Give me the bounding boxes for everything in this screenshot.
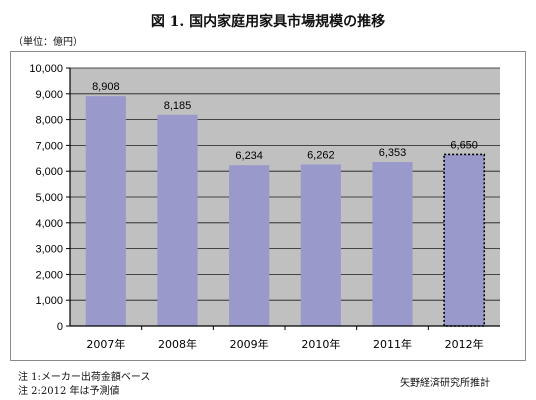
y-tick-label: 1,000 — [35, 295, 63, 307]
bar — [157, 114, 198, 327]
x-tick-label: 2012年 — [445, 337, 484, 351]
data-label: 8,908 — [92, 81, 120, 93]
y-tick-label: 5,000 — [35, 192, 63, 204]
data-labels: 8,908 8,185 6,234 6,262 6,353 6,650 — [92, 81, 478, 162]
y-tick-label: 4,000 — [35, 218, 63, 230]
y-tick-label: 8,000 — [35, 115, 63, 127]
y-tick-label: 0 — [57, 321, 63, 333]
x-axis-ticks: 2007年 2008年 2009年 2010年 2011年 2012年 — [86, 326, 484, 351]
x-tick-label: 2010年 — [301, 337, 340, 351]
y-tick-label: 7,000 — [35, 140, 63, 152]
bars — [85, 96, 486, 327]
y-axis-ticks: 0 1,000 2,000 3,000 4,000 5,000 6,000 7,000 8,00… — [29, 63, 70, 333]
note-1: 注 1:メーカー出荷金額ベース — [18, 372, 151, 383]
data-label: 6,262 — [307, 149, 335, 161]
y-tick-label: 2,000 — [35, 269, 63, 281]
y-tick-label: 10,000 — [29, 63, 63, 75]
bar — [300, 164, 341, 326]
chart-title: 図 1. 国内家庭用家具市場規模の推移 — [150, 14, 386, 30]
y-tick-label: 6,000 — [35, 166, 63, 178]
note-2: 注 2:2012 年は予測値 — [18, 386, 120, 397]
bar — [372, 162, 413, 326]
x-tick-label: 2008年 — [158, 337, 197, 351]
data-label: 8,185 — [164, 100, 192, 112]
x-tick-label: 2007年 — [86, 337, 125, 351]
x-tick-label: 2009年 — [230, 337, 269, 351]
unit-label: （単位：億円） — [13, 37, 83, 48]
x-tick-label: 2011年 — [373, 337, 412, 351]
data-label: 6,353 — [379, 147, 407, 159]
y-tick-label: 9,000 — [35, 89, 63, 101]
bar — [229, 165, 270, 326]
y-tick-label: 3,000 — [35, 244, 63, 256]
data-label: 6,234 — [235, 150, 263, 162]
forecast-bar — [443, 153, 486, 327]
gridlines — [70, 67, 500, 301]
source-credit: 矢野経済研究所推計 — [400, 378, 490, 389]
bar — [85, 96, 126, 326]
data-label: 6,650 — [450, 139, 478, 151]
